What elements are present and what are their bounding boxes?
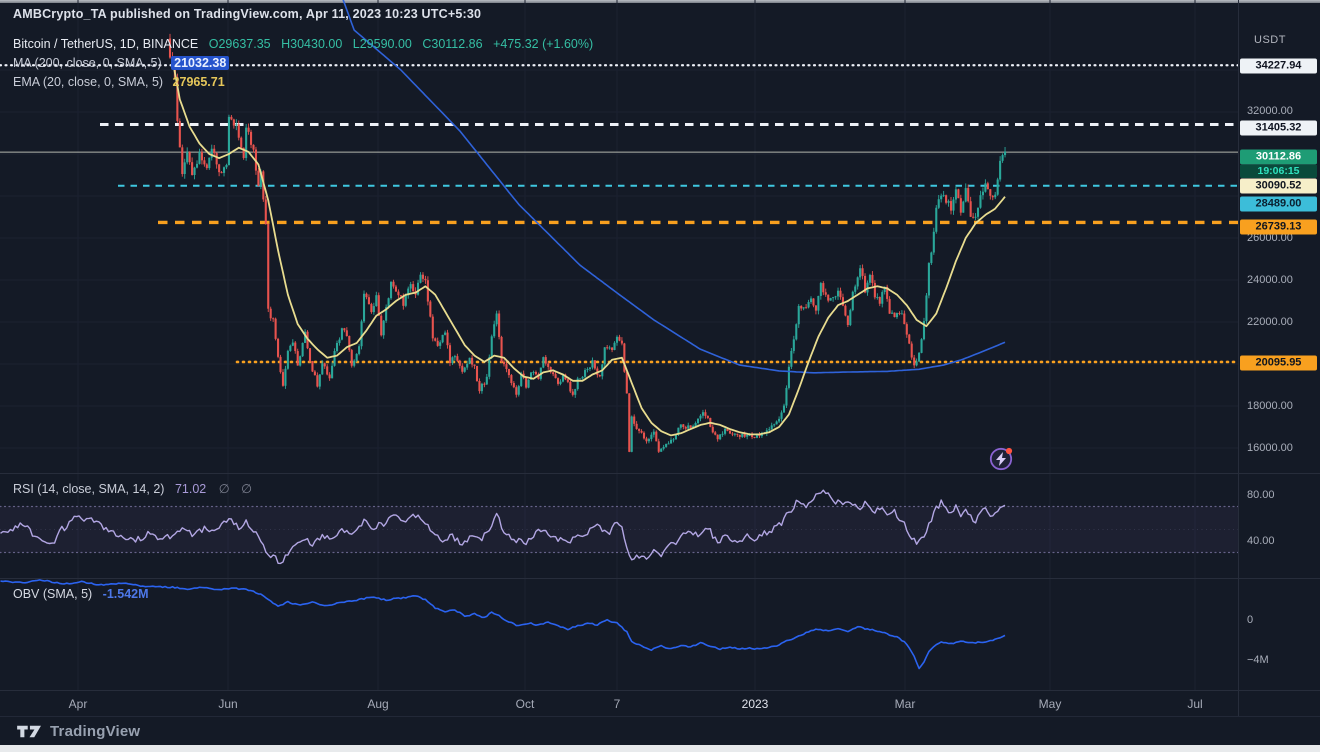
rsi-tick-label: 80.00 [1247,489,1275,501]
time-axis-label: Mar [894,697,916,711]
ma200-line [342,0,1006,374]
flash-publish-icon[interactable] [985,443,1017,480]
rsi-value: 71.02 [174,482,207,496]
candles [168,33,1007,453]
rsi-label: RSI (14, close, SMA, 14, 2) [13,482,165,496]
ma-value: 21032.38 [171,56,230,70]
symbol-legend[interactable]: Bitcoin / TetherUS, 1D, BINANCE O29637.3… [13,37,593,51]
time-axis-label: Oct [515,697,535,711]
high-value: H30430.00 [281,37,343,51]
rsi-legend[interactable]: RSI (14, close, SMA, 14, 2) 71.02 ∅ ∅ [13,481,256,496]
ma-label: MA (200, close, 0, SMA, 5) [13,56,162,70]
obv-line [0,579,1006,670]
rsi-tick-label: 40.00 [1247,535,1275,547]
price-tick-label: 16000.00 [1247,442,1293,454]
time-axis-label: Jun [218,697,238,711]
obv-tick-label: −4M [1247,654,1269,666]
obv-label: OBV (SMA, 5) [13,587,93,601]
bar-countdown-label: 19:06:15 [1240,164,1317,178]
price-level-label: 30090.52 [1240,178,1317,194]
price-level-label: 31405.32 [1240,120,1317,136]
horizontal-level-lines[interactable] [0,64,1240,364]
obv-legend[interactable]: OBV (SMA, 5) -1.542M [13,587,149,601]
change-value: +475.32 (+1.60%) [493,37,594,51]
ema-label: EMA (20, close, 0, SMA, 5) [13,75,164,89]
price-level-label: 28489.00 [1240,196,1317,212]
close-value: C30112.86 [422,37,483,51]
obv-tick-label: 0 [1247,614,1254,626]
time-axis-label: 7 [613,697,621,711]
tradingview-logo-icon [17,725,41,738]
price-level-label: 26739.13 [1240,219,1317,235]
lightning-bolt-icon [989,447,1013,471]
attribution-text: AMBCrypto_TA published on TradingView.co… [13,7,482,21]
price-tick-label: 24000.00 [1247,274,1293,286]
time-axis-label: Apr [68,697,88,711]
time-axis-label: May [1038,697,1062,711]
price-level-label: 20095.95 [1240,355,1317,371]
grid-lines [0,0,1238,690]
rsi-hidden-plots: ∅ ∅ [218,482,256,496]
ema20-line [171,59,1006,437]
tradingview-watermark[interactable]: TradingView [16,723,140,740]
bottom-edge-strip [0,745,1320,752]
price-level-label: 34227.94 [1240,58,1317,74]
time-axis-label: Aug [367,697,389,711]
top-edge-strip [0,0,1320,3]
tradingview-brand-text: TradingView [50,723,141,740]
price-tick-label: 22000.00 [1247,316,1293,328]
time-axis-label: 2023 [741,697,769,711]
obv-value: -1.542M [102,587,149,601]
pane-separators [0,0,1320,717]
open-value: O29637.35 [208,37,271,51]
price-tick-label: 26000.00 [1247,232,1293,244]
low-value: L29590.00 [352,37,412,51]
symbol-title: Bitcoin / TetherUS, 1D, BINANCE [13,37,199,51]
price-tick-label: 32000.00 [1247,105,1293,117]
ma-legend[interactable]: MA (200, close, 0, SMA, 5) 21032.38 [13,56,230,70]
price-level-label: 30112.86 [1240,149,1317,165]
price-scale-currency[interactable]: USDT [1254,34,1286,46]
price-tick-label: 18000.00 [1247,400,1293,412]
ema-value: 27965.71 [172,75,225,89]
time-axis-label: Jul [1187,697,1203,711]
rsi-line [0,489,1006,565]
ema-legend[interactable]: EMA (20, close, 0, SMA, 5) 27965.71 [13,75,225,89]
